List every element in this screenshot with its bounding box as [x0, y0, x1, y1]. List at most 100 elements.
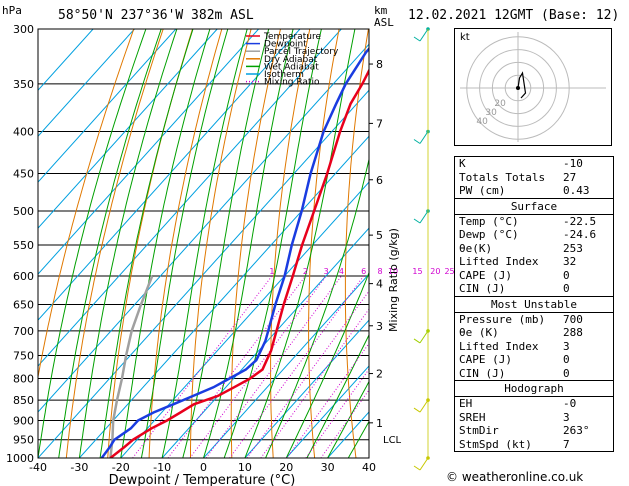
- hodograph-trace: [517, 71, 527, 99]
- stat-row: Pressure (mb) 700: [455, 313, 613, 327]
- pressure-tick-label: 750: [13, 349, 34, 362]
- wind-barb: [413, 398, 430, 413]
- isotherm: [38, 29, 259, 275]
- isotherm: [38, 29, 218, 229]
- mixing-ratio-line: [305, 368, 369, 458]
- wet-adiabat: [120, 29, 211, 458]
- mixing-ratio-line: [246, 290, 369, 458]
- wet-adiabat: [58, 29, 162, 458]
- mixing-ratio-line: [320, 389, 369, 458]
- stat-key: Lifted Index: [459, 339, 539, 353]
- temperature-tick-label: 30: [321, 461, 335, 474]
- dry-adiabat: [308, 29, 340, 458]
- legend-label: Temperature: [263, 32, 321, 42]
- stat-row: Lifted Index 32: [455, 255, 613, 269]
- pressure-tick-label: 700: [13, 325, 34, 338]
- stat-row: Temp (°C) -22.5: [455, 215, 613, 229]
- dry-adiabat: [270, 29, 311, 458]
- stat-value: 3: [563, 410, 570, 424]
- pressure-tick-label: 550: [13, 239, 34, 252]
- pressure-tick-label: 500: [13, 205, 34, 218]
- stat-key: Pressure (mb): [459, 312, 546, 326]
- temperature-tick-label: -30: [70, 461, 88, 474]
- wet-adiabat: [223, 29, 322, 458]
- dry-adiabat: [230, 29, 281, 458]
- plot-frame: [37, 28, 370, 459]
- mixing-ratio-line: [132, 275, 273, 458]
- wet-adiabat: [78, 29, 178, 458]
- stat-key: Totals Totals: [459, 170, 546, 184]
- wet-adiabat: [38, 29, 147, 458]
- stat-key: CAPE (J): [459, 353, 512, 366]
- datetime-title: 12.02.2021 12GMT (Base: 12): [408, 8, 620, 23]
- stat-key: K: [459, 157, 466, 170]
- stat-row: K -10: [455, 157, 613, 171]
- dry-adiabat: [107, 29, 193, 458]
- pressure-tick-label: 450: [13, 167, 34, 180]
- mixing-ratio-tick-label: 3: [324, 267, 329, 276]
- hodograph-section-title: Hodograph: [455, 380, 613, 397]
- dewpoint-line: [100, 47, 369, 458]
- stat-key: Temp (°C): [459, 214, 519, 228]
- legend-label: Isotherm: [264, 70, 304, 80]
- hodograph-unit-label: kt: [460, 32, 470, 43]
- stat-row: CIN (J) 0: [455, 282, 613, 296]
- stat-row: StmSpd (kt) 7: [455, 438, 613, 452]
- wind-barb: [413, 209, 430, 224]
- pressure-tick-label: 400: [13, 126, 34, 139]
- legend-label: Dry Adiabat: [264, 55, 318, 65]
- legend-label: Wet Adiabat: [264, 62, 319, 72]
- stat-row: StmDir 263°: [455, 424, 613, 438]
- dry-adiabat: [344, 29, 369, 458]
- height-tick-label: 3: [376, 320, 383, 333]
- stat-row: EH -0: [455, 397, 613, 411]
- mixing-ratio-tick-label: 1: [269, 267, 274, 276]
- stat-row: SREH 3: [455, 411, 613, 425]
- stat-key: θe (K): [459, 326, 499, 339]
- stat-value: 7: [563, 437, 570, 451]
- mixing-ratio-tick-label: 8: [377, 267, 382, 276]
- hodograph-origin: [516, 86, 520, 90]
- parcel-trajectory-line: [109, 275, 154, 458]
- wet-adiabat: [203, 29, 294, 458]
- mixing-ratio-line: [205, 275, 342, 458]
- stat-value: 288: [563, 326, 583, 339]
- surface-section-title: Surface: [455, 197, 613, 215]
- stat-value: 0: [563, 353, 570, 366]
- asl-label: ASL: [374, 16, 394, 29]
- x-axis-label: Dewpoint / Temperature (°C): [109, 473, 296, 486]
- isotherm: [120, 181, 369, 458]
- mixing-ratio-tick-label: 20: [430, 267, 440, 276]
- hodograph-ring-label: 40: [476, 117, 488, 127]
- legend-label: Mixing Ratio: [264, 78, 320, 88]
- temperature-tick-label: -40: [29, 461, 47, 474]
- stat-value: 253: [563, 241, 583, 255]
- wet-adiabat: [182, 29, 270, 458]
- stat-value: -0: [563, 397, 577, 410]
- stats-table: K -10 Totals Totals 27 PW (cm) 0.43 Surface T…: [454, 156, 614, 452]
- temperature-tick-label: -10: [153, 461, 171, 474]
- stat-key: SREH: [459, 410, 486, 424]
- isotherm: [161, 227, 369, 458]
- stat-value: 0: [563, 282, 570, 295]
- hodograph-ring-label: 20: [494, 99, 506, 109]
- wind-barb: [413, 129, 430, 144]
- hodograph-ring-label: 30: [485, 108, 497, 118]
- isotherm: [79, 135, 369, 458]
- dry-adiabat: [65, 29, 164, 458]
- wet-adiabat: [140, 29, 229, 458]
- unstable-section-title: Most Unstable: [455, 295, 613, 313]
- isotherm: [38, 29, 301, 321]
- legend-label: Dewpoint: [264, 40, 307, 50]
- stat-value: -10: [563, 157, 583, 170]
- stat-row: PW (cm) 0.43: [455, 184, 613, 198]
- temperature-tick-label: 40: [362, 461, 376, 474]
- temperature-tick-label: 10: [238, 461, 252, 474]
- wind-barb: [413, 27, 430, 42]
- mixing-ratio-line: [167, 275, 306, 458]
- stat-key: EH: [459, 397, 473, 410]
- stat-key: Lifted Index: [459, 255, 539, 268]
- copyright: © weatheronline.co.uk: [446, 470, 584, 484]
- temperature-tick-label: 0: [200, 461, 207, 474]
